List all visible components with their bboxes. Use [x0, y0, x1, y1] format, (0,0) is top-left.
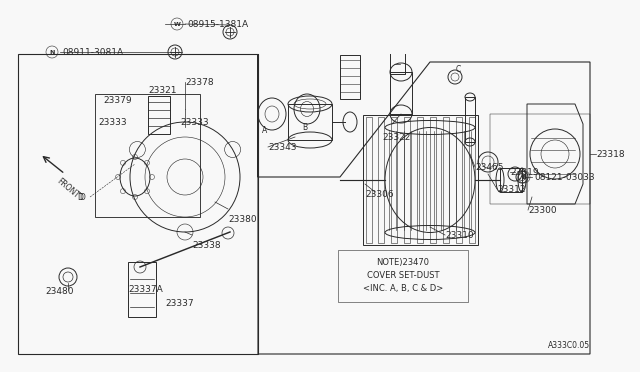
Bar [456, 117, 461, 243]
Text: C: C [456, 64, 461, 74]
Text: 23337A: 23337A [128, 285, 163, 295]
Text: NOTE)23470: NOTE)23470 [376, 257, 429, 266]
Text: 23319: 23319 [510, 167, 539, 176]
Text: 23312: 23312 [497, 185, 525, 193]
Text: 23310: 23310 [445, 231, 474, 240]
Text: FRONT: FRONT [55, 177, 81, 201]
Text: A333C0.05: A333C0.05 [548, 341, 590, 350]
Text: 23378: 23378 [185, 77, 214, 87]
Text: 23337: 23337 [165, 299, 194, 308]
Text: D: D [77, 192, 83, 202]
Bar [465, 97, 475, 142]
Bar [362, 115, 477, 245]
Text: 08915-1381A: 08915-1381A [187, 19, 248, 29]
Bar [340, 55, 360, 99]
Text: B: B [522, 174, 527, 180]
Text: 23333: 23333 [98, 118, 127, 126]
Bar [490, 114, 590, 204]
Bar [468, 117, 474, 243]
Bar [500, 168, 522, 192]
Text: B: B [303, 122, 308, 131]
Text: <INC. A, B, C & D>: <INC. A, B, C & D> [363, 283, 443, 292]
Text: 23300: 23300 [528, 205, 557, 215]
Text: 08911-3081A: 08911-3081A [62, 48, 123, 57]
Bar [288, 104, 332, 140]
Text: 23338: 23338 [192, 241, 221, 250]
Text: 23343: 23343 [268, 142, 296, 151]
Bar [390, 72, 412, 114]
Text: 23465: 23465 [475, 163, 504, 171]
Text: 08121-03033: 08121-03033 [534, 173, 595, 182]
Text: D: D [79, 192, 85, 202]
Bar [338, 250, 468, 302]
Text: COVER SET-DUST: COVER SET-DUST [367, 270, 439, 279]
Bar [391, 117, 397, 243]
Bar [417, 117, 423, 243]
Bar [378, 117, 385, 243]
Text: N: N [49, 49, 54, 55]
Text: 23333: 23333 [180, 118, 209, 126]
Text: 23322: 23322 [382, 132, 410, 141]
Text: W: W [173, 22, 180, 26]
Bar [404, 117, 410, 243]
Bar [148, 96, 170, 134]
Text: A: A [262, 125, 268, 135]
Bar [128, 262, 156, 317]
Text: 23480: 23480 [45, 288, 74, 296]
Text: 23318: 23318 [596, 150, 625, 158]
Text: 23321: 23321 [148, 86, 177, 94]
Bar [430, 117, 436, 243]
Text: 23379: 23379 [103, 96, 132, 105]
Bar [443, 117, 449, 243]
Text: 23380: 23380 [228, 215, 257, 224]
Bar [365, 117, 371, 243]
Text: 23306: 23306 [365, 189, 394, 199]
